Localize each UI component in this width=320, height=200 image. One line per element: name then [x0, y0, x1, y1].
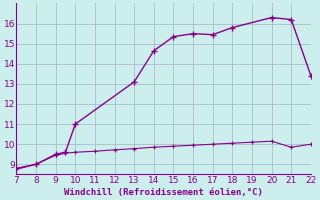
X-axis label: Windchill (Refroidissement éolien,°C): Windchill (Refroidissement éolien,°C): [64, 188, 263, 197]
